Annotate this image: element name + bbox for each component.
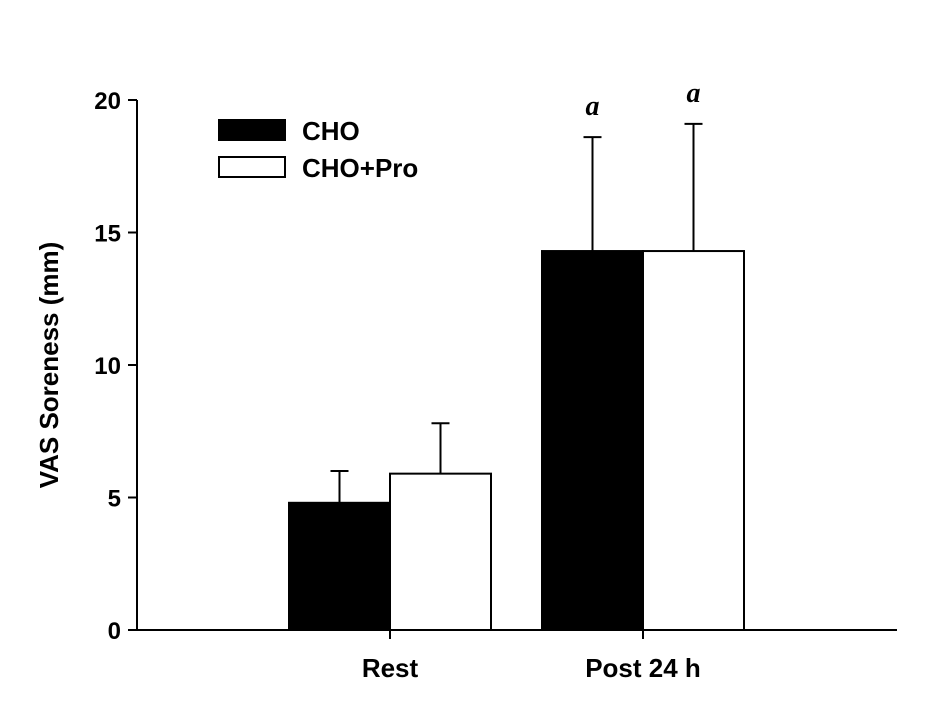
bar	[288, 501, 391, 631]
legend-label: CHO	[302, 116, 360, 146]
axes: 0 5 10 15 20 Rest Post 24 h	[94, 88, 897, 683]
x-tick-label: Post 24 h	[585, 653, 701, 683]
y-axis-title: VAS Soreness (mm)	[34, 242, 64, 489]
y-tick-label: 0	[108, 618, 121, 645]
legend-swatch	[218, 119, 286, 141]
x-tick-label: Rest	[362, 653, 419, 683]
bar	[389, 472, 492, 631]
y-tick-label: 20	[94, 88, 121, 115]
y-tick-label: 5	[108, 486, 121, 513]
legend-swatch	[218, 156, 286, 178]
significance-annotation: a	[687, 78, 701, 109]
y-tick-label: 15	[94, 221, 121, 248]
bar	[642, 250, 745, 632]
bar	[541, 250, 644, 632]
legend-label: CHO+Pro	[302, 153, 418, 183]
legend: CHO CHO+Pro	[218, 116, 418, 183]
significance-annotation: a	[586, 91, 600, 122]
y-tick-label: 10	[94, 353, 121, 380]
